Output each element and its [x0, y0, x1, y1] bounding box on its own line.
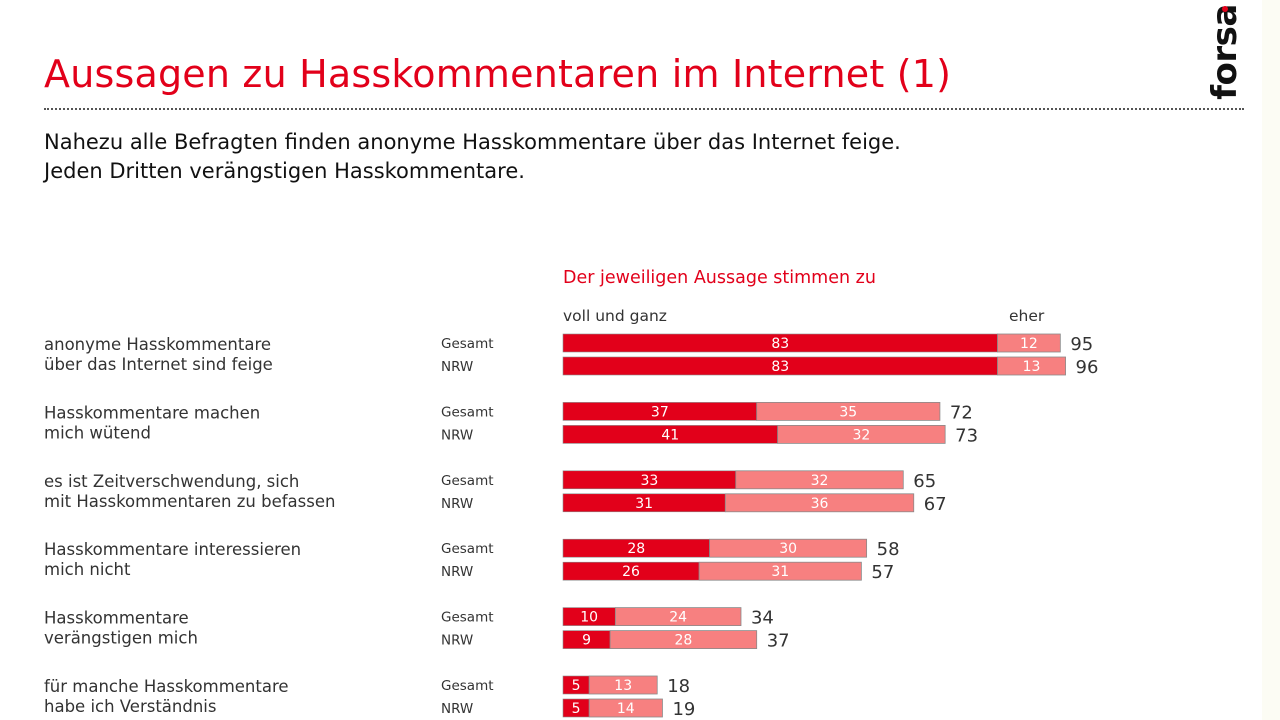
statement-label: es ist Zeitverschwendung, sich	[44, 472, 299, 491]
data-label-total: 58	[877, 539, 900, 560]
subtitle: Nahezu alle Befragten finden anonyme Has…	[44, 128, 901, 186]
bar-segment-rather-agree	[724, 493, 915, 513]
group-label: NRW	[441, 496, 473, 512]
data-label-full-agree: 83	[771, 336, 789, 352]
data-label-rather-agree: 30	[779, 541, 797, 557]
group-label: Gesamt	[441, 610, 494, 626]
data-label-rather-agree: 12	[1020, 336, 1038, 352]
bar-segment-rather-agree	[997, 356, 1066, 376]
bar-segment-rather-agree	[588, 675, 658, 695]
group-label: Gesamt	[441, 678, 494, 694]
bar-segment-rather-agree	[709, 538, 868, 558]
group-label: NRW	[441, 427, 473, 443]
logo-dot-icon	[1222, 6, 1228, 12]
data-label-total: 73	[955, 425, 978, 446]
data-label-total: 72	[950, 402, 973, 423]
data-label-rather-agree: 14	[617, 701, 635, 717]
bar-segment-rather-agree	[698, 561, 862, 581]
group-label: Gesamt	[441, 336, 494, 352]
group-label: NRW	[441, 564, 473, 580]
bar-segment-rather-agree	[997, 333, 1061, 353]
group-label: Gesamt	[441, 541, 494, 557]
data-label-total: 57	[871, 562, 894, 583]
statement-label: mich wütend	[44, 423, 151, 442]
data-label-full-agree: 9	[582, 633, 591, 649]
data-label-full-agree: 41	[661, 427, 679, 443]
data-label-total: 95	[1070, 334, 1093, 355]
data-label-rather-agree: 32	[852, 427, 870, 443]
data-label-total: 18	[667, 676, 690, 697]
data-label-total: 65	[913, 471, 936, 492]
page-title: Aussagen zu Hasskommentaren im Internet …	[44, 52, 952, 96]
statement-label: Hasskommentare machen	[44, 403, 260, 422]
data-label-total: 96	[1076, 357, 1099, 378]
statement-label: mit Hasskommentaren zu befassen	[44, 492, 335, 511]
page-edge	[1262, 0, 1280, 720]
data-label-rather-agree: 36	[811, 496, 829, 512]
data-label-full-agree: 10	[580, 610, 598, 626]
statement-label: für manche Hasskommentare	[44, 677, 289, 696]
bar-segment-rather-agree	[777, 424, 946, 444]
data-label-rather-agree: 13	[1023, 359, 1041, 375]
data-label-rather-agree: 28	[674, 633, 692, 649]
title-divider	[44, 108, 1244, 110]
data-label-rather-agree: 13	[614, 678, 632, 694]
bar-segment-rather-agree	[614, 607, 742, 626]
statement-label: über das Internet sind feige	[44, 355, 273, 374]
data-label-full-agree: 28	[627, 541, 645, 557]
data-label-rather-agree: 31	[771, 564, 789, 580]
data-label-full-agree: 5	[572, 701, 581, 717]
data-label-full-agree: 33	[640, 473, 658, 489]
statement-label: verängstigen mich	[44, 629, 198, 648]
data-label-full-agree: 83	[771, 359, 789, 375]
subtitle-line-1: Nahezu alle Befragten finden anonyme Has…	[44, 130, 901, 154]
statement-label: habe ich Verständnis	[44, 697, 217, 716]
group-label: Gesamt	[441, 404, 494, 420]
group-label: NRW	[441, 359, 473, 375]
data-label-rather-agree: 35	[839, 404, 857, 420]
data-label-rather-agree: 32	[811, 473, 829, 489]
chart-title: Der jeweiligen Aussage stimmen zu	[563, 268, 876, 288]
data-label-total: 19	[672, 699, 695, 720]
data-label-total: 37	[767, 631, 790, 652]
data-label-full-agree: 26	[622, 564, 640, 580]
statement-label: mich nicht	[44, 560, 131, 579]
bar-segment-rather-agree	[735, 470, 904, 490]
data-label-full-agree: 5	[572, 678, 581, 694]
data-label-total: 67	[924, 494, 947, 515]
data-label-full-agree: 37	[651, 404, 669, 420]
group-label: NRW	[441, 701, 473, 717]
bar-segment-rather-agree	[756, 401, 941, 421]
group-label: Gesamt	[441, 473, 494, 489]
group-label: NRW	[441, 633, 473, 649]
bar-segment-rather-agree	[609, 630, 758, 649]
bar-segment-rather-agree	[588, 698, 663, 718]
statement-label: anonyme Hasskommentare	[44, 335, 271, 354]
subtitle-line-2: Jeden Dritten verängstigen Hasskommentar…	[44, 159, 525, 183]
statement-label: Hasskommentare interessieren	[44, 540, 301, 559]
data-label-rather-agree: 24	[669, 610, 687, 626]
legend-full-agree: voll und ganz	[563, 307, 667, 325]
statement-label: Hasskommentare	[44, 609, 189, 628]
forsa-logo: forsa	[1205, 2, 1245, 102]
data-label-full-agree: 31	[635, 496, 653, 512]
legend-rather-agree: eher	[1009, 307, 1045, 325]
data-label-total: 34	[751, 608, 774, 629]
